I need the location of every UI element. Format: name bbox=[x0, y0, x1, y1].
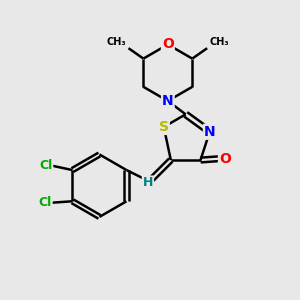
Text: Cl: Cl bbox=[38, 196, 52, 209]
Text: N: N bbox=[204, 125, 215, 139]
Text: CH₃: CH₃ bbox=[106, 37, 126, 47]
Text: S: S bbox=[159, 120, 169, 134]
Text: CH₃: CH₃ bbox=[209, 37, 229, 47]
Text: O: O bbox=[162, 38, 174, 52]
Text: O: O bbox=[219, 152, 231, 166]
Text: Cl: Cl bbox=[39, 159, 52, 172]
Text: N: N bbox=[162, 94, 174, 108]
Text: H: H bbox=[143, 176, 153, 189]
